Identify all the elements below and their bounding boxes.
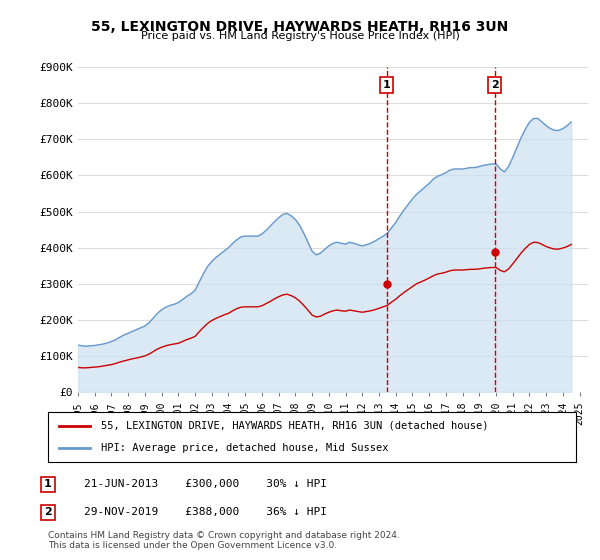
Text: 1: 1	[44, 479, 52, 489]
Text: 29-NOV-2019    £388,000    36% ↓ HPI: 29-NOV-2019 £388,000 36% ↓ HPI	[84, 507, 327, 517]
Text: 1: 1	[383, 80, 391, 90]
Text: HPI: Average price, detached house, Mid Sussex: HPI: Average price, detached house, Mid …	[101, 443, 388, 453]
Text: Price paid vs. HM Land Registry's House Price Index (HPI): Price paid vs. HM Land Registry's House …	[140, 31, 460, 41]
Text: 2: 2	[491, 80, 499, 90]
Text: 55, LEXINGTON DRIVE, HAYWARDS HEATH, RH16 3UN: 55, LEXINGTON DRIVE, HAYWARDS HEATH, RH1…	[91, 20, 509, 34]
Text: Contains HM Land Registry data © Crown copyright and database right 2024.
This d: Contains HM Land Registry data © Crown c…	[48, 530, 400, 550]
Text: 55, LEXINGTON DRIVE, HAYWARDS HEATH, RH16 3UN (detached house): 55, LEXINGTON DRIVE, HAYWARDS HEATH, RH1…	[101, 421, 488, 431]
Text: 21-JUN-2013    £300,000    30% ↓ HPI: 21-JUN-2013 £300,000 30% ↓ HPI	[84, 479, 327, 489]
Text: 2: 2	[44, 507, 52, 517]
